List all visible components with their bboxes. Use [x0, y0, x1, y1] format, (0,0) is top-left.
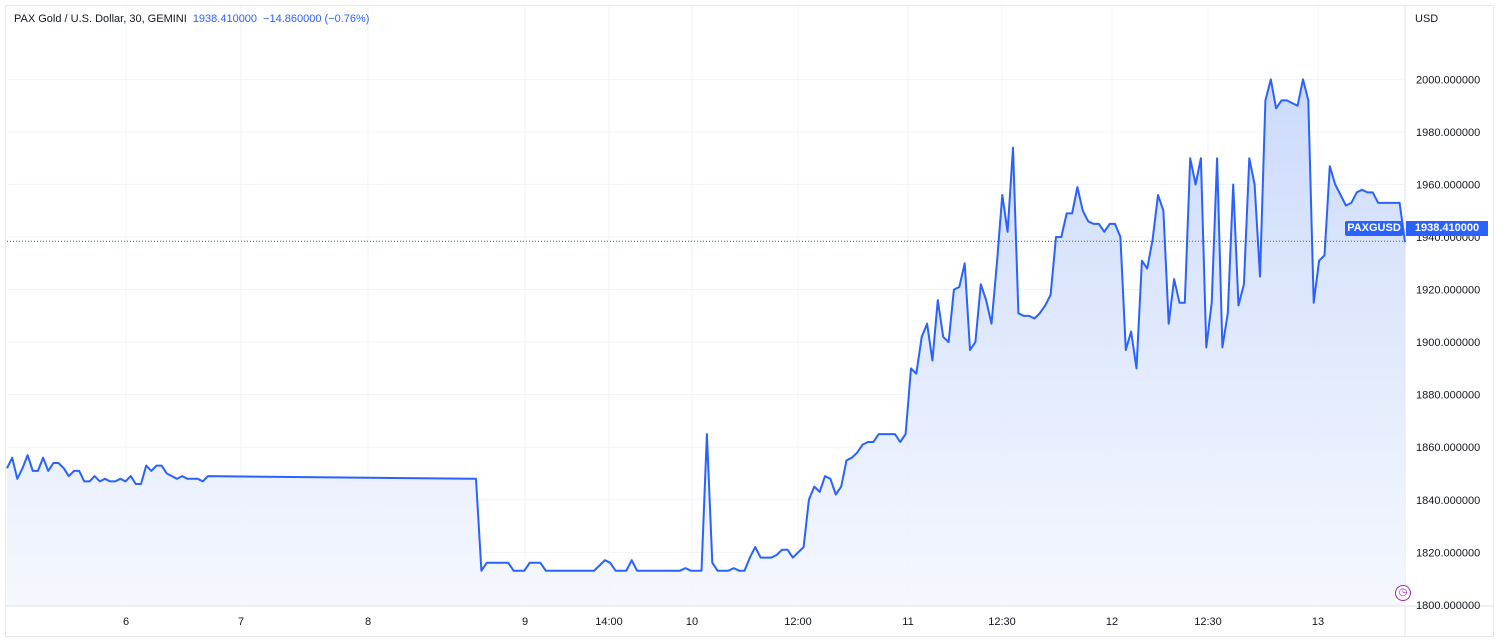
currency-label[interactable]: USD — [1415, 13, 1439, 25]
price-line — [6, 78, 1406, 572]
y-tick-label: 2000.000000 — [1416, 74, 1480, 86]
legend-change: −14.860000 (−0.76%) — [263, 13, 370, 25]
symbol-tag: PAXGUSD — [1345, 221, 1403, 236]
legend-value: 1938.410000 — [192, 13, 258, 25]
chart-frame — [5, 5, 1494, 637]
y-tick-label: 1920.000000 — [1416, 285, 1480, 297]
price-axis[interactable]: 1800.000000 1820.000000 1840.000000 1860.00… — [1416, 74, 1480, 611]
x-tick-label: 6 — [123, 616, 129, 628]
x-tick-label: 12 — [1106, 616, 1118, 628]
y-tick-label: 1880.000000 — [1416, 390, 1480, 402]
y-tick-label: 1980.000000 — [1416, 127, 1480, 139]
symbol-legend[interactable]: PAX Gold / U.S. Dollar, 30, GEMINI 1938.4… — [14, 13, 369, 25]
x-tick-label: 12:30 — [988, 616, 1016, 628]
x-tick-label: 13 — [1312, 616, 1324, 628]
x-tick-label: 14:00 — [595, 616, 623, 628]
x-tick-label: 10 — [686, 616, 698, 628]
legend-title: PAX Gold / U.S. Dollar, 30, GEMINI — [14, 13, 187, 25]
last-price-tag: 1938.410000 — [1406, 221, 1488, 236]
x-tick-label: 9 — [522, 616, 528, 628]
price-area — [7, 79, 1405, 605]
y-tick-label: 1800.000000 — [1416, 600, 1480, 612]
x-tick-label: 12:30 — [1194, 616, 1222, 628]
y-tick-label: 1860.000000 — [1416, 442, 1480, 454]
y-tick-label: 1900.000000 — [1416, 337, 1480, 349]
x-tick-label: 11 — [902, 616, 913, 628]
x-tick-label: 12:00 — [784, 616, 812, 628]
y-tick-label: 1820.000000 — [1416, 547, 1480, 559]
x-tick-label: 8 — [365, 616, 371, 628]
clock-icon[interactable]: ◷ — [1395, 585, 1411, 601]
x-tick-label: 7 — [238, 616, 244, 628]
y-tick-label: 1840.000000 — [1416, 495, 1480, 507]
time-axis[interactable]: 6 7 8 9 14:00 10 12:00 11 12:30 12 12:30 13 — [123, 616, 1324, 628]
y-tick-label: 1960.000000 — [1416, 180, 1480, 192]
